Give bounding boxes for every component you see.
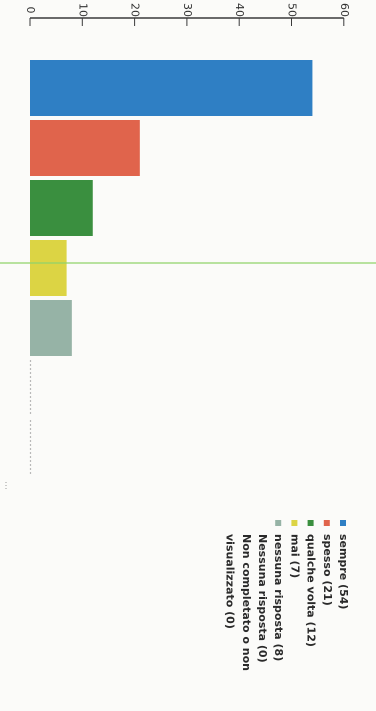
- bars: [29, 60, 313, 476]
- legend-swatch: [275, 520, 282, 526]
- legend-item-spesso-21: spesso (21): [321, 520, 334, 606]
- legend-item-non-completato-o-non: Non completato o non: [240, 534, 253, 671]
- bar-nessuna-risposta: [29, 300, 72, 356]
- legend-item-nessuna-risposta-8: nessuna risposta (8): [272, 520, 285, 661]
- legend-item-nessuna-risposta-0: Nessuna risposta (0): [256, 534, 269, 663]
- legend-label: Non completato o non: [240, 534, 253, 671]
- bar-spesso: [30, 120, 140, 176]
- bar-qualche-volta: [30, 180, 93, 236]
- legend-label: nessuna risposta (8): [272, 534, 285, 661]
- legend-item-mai-7: mai (7): [288, 520, 301, 578]
- legend: sempre (54)spesso (21)qualche volta (12)…: [224, 520, 350, 671]
- legend-label: qualche volta (12): [305, 534, 318, 647]
- tick-label: 30: [181, 3, 194, 17]
- legend-swatch: [323, 520, 330, 526]
- legend-label: Nessuna risposta (0): [256, 534, 269, 663]
- bar-mai: [29, 240, 67, 296]
- tick-label: 10: [76, 3, 89, 17]
- rotated-chart-group: 0 10 20 30 40 50 60 sempre (54)spesso (21)qual…: [0, 3, 376, 671]
- legend-label: visualizzato (0): [224, 534, 237, 629]
- value-axis: 0 10 20 30 40 50 60: [24, 3, 351, 26]
- legend-swatch: [291, 520, 298, 526]
- tick-label: 20: [129, 3, 142, 17]
- legend-label: sempre (54): [337, 534, 350, 609]
- legend-swatch: [340, 520, 346, 526]
- tick-label: 50: [286, 3, 299, 17]
- legend-label: spesso (21): [321, 534, 334, 606]
- legend-item-sempre-54: sempre (54): [337, 520, 350, 609]
- legend-swatch: [307, 520, 314, 526]
- legend-item-visualizzato-0: visualizzato (0): [224, 534, 237, 629]
- legend-item-qualche-volta-12: qualche volta (12): [305, 520, 318, 647]
- tick-label: 0: [24, 7, 37, 14]
- tick-label: 40: [233, 3, 246, 17]
- tick-label: 60: [338, 3, 351, 17]
- bar-sempre: [29, 60, 313, 116]
- legend-label: mai (7): [288, 534, 301, 578]
